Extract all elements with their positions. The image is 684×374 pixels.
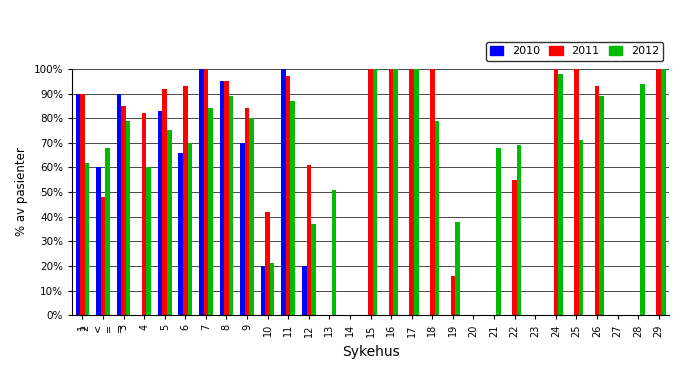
Bar xyxy=(265,212,270,315)
Bar xyxy=(101,197,105,315)
Bar xyxy=(167,131,172,315)
Bar xyxy=(117,94,121,315)
Bar xyxy=(146,168,151,315)
Bar xyxy=(393,69,398,315)
Bar xyxy=(434,121,439,315)
Bar xyxy=(599,96,604,315)
Bar xyxy=(179,153,183,315)
Bar xyxy=(661,69,666,315)
Bar xyxy=(240,143,245,315)
Bar xyxy=(640,84,645,315)
Bar xyxy=(594,86,599,315)
Bar xyxy=(517,145,521,315)
X-axis label: Sykehus: Sykehus xyxy=(342,345,399,359)
Bar xyxy=(558,74,562,315)
Bar xyxy=(389,69,393,315)
Bar xyxy=(96,168,101,315)
Bar xyxy=(126,121,131,315)
Bar xyxy=(228,96,233,315)
Bar xyxy=(158,111,162,315)
Bar xyxy=(208,108,213,315)
Bar xyxy=(657,69,661,315)
Bar xyxy=(220,81,224,315)
Bar xyxy=(286,76,291,315)
Bar xyxy=(162,89,167,315)
Bar xyxy=(187,143,192,315)
Bar xyxy=(76,94,80,315)
Legend: 2010, 2011, 2012: 2010, 2011, 2012 xyxy=(486,42,663,61)
Bar xyxy=(291,101,295,315)
Bar xyxy=(451,276,455,315)
Bar xyxy=(311,224,315,315)
Bar xyxy=(142,113,146,315)
Bar xyxy=(105,148,109,315)
Bar xyxy=(249,118,254,315)
Bar xyxy=(183,86,187,315)
Y-axis label: % av pasienter: % av pasienter xyxy=(15,148,28,236)
Bar xyxy=(121,106,126,315)
Bar xyxy=(512,180,517,315)
Bar xyxy=(306,165,311,315)
Bar xyxy=(224,81,228,315)
Bar xyxy=(410,69,414,315)
Bar xyxy=(302,266,306,315)
Bar xyxy=(455,221,460,315)
Bar xyxy=(85,162,89,315)
Bar xyxy=(497,148,501,315)
Bar xyxy=(579,140,583,315)
Bar xyxy=(270,263,274,315)
Bar xyxy=(199,69,204,315)
Bar xyxy=(430,69,434,315)
Bar xyxy=(368,69,373,315)
Bar xyxy=(281,69,286,315)
Bar xyxy=(553,69,558,315)
Bar xyxy=(80,94,85,315)
Bar xyxy=(204,69,208,315)
Bar xyxy=(574,69,579,315)
Bar xyxy=(245,108,249,315)
Bar xyxy=(261,266,265,315)
Bar xyxy=(373,69,378,315)
Bar xyxy=(332,190,336,315)
Bar xyxy=(414,69,419,315)
